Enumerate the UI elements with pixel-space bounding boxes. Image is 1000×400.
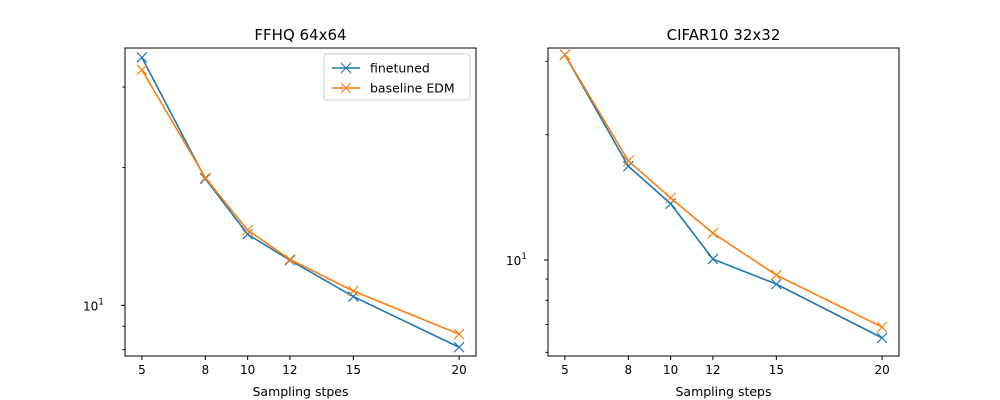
chart-title: FFHQ 64x64 xyxy=(254,26,346,44)
data-point-baseline-edm xyxy=(559,49,571,61)
x-tick-label: 20 xyxy=(874,363,889,377)
x-tick-label: 12 xyxy=(282,363,297,377)
data-point-baseline-edm xyxy=(770,269,782,281)
series-line-baseline-edm xyxy=(564,54,883,328)
legend-marker-baseline-edm xyxy=(340,82,352,94)
x-tick-label: 12 xyxy=(705,363,720,377)
data-point-finetuned xyxy=(622,160,634,172)
data-point-finetuned xyxy=(347,291,359,303)
y-tick-base: 10 xyxy=(83,299,98,313)
x-axis-label: Sampling stpes xyxy=(252,384,348,399)
legend-marker-finetuned xyxy=(340,62,352,74)
data-point-baseline-edm xyxy=(199,172,211,184)
data-point-finetuned xyxy=(770,278,782,290)
legend-label-baseline-edm: baseline EDM xyxy=(370,81,455,96)
x-tick-label: 5 xyxy=(561,363,569,377)
y-tick-exponent: 1 xyxy=(521,252,527,262)
plot-frame xyxy=(124,47,477,357)
data-point-finetuned xyxy=(136,52,148,63)
legend: finetuned baseline EDM xyxy=(323,53,471,101)
data-point-baseline-edm xyxy=(876,321,888,333)
data-point-baseline-edm xyxy=(136,64,148,76)
x-tick-label: 8 xyxy=(625,363,633,377)
y-tick-label: 101 xyxy=(506,252,527,268)
series-line-finetuned xyxy=(564,54,883,339)
data-point-baseline-edm xyxy=(665,192,677,204)
data-point-baseline-edm xyxy=(284,253,296,265)
plot-frame xyxy=(547,47,900,357)
x-tick-label: 10 xyxy=(240,363,255,377)
data-point-finetuned xyxy=(242,228,254,240)
y-tick-exponent: 1 xyxy=(98,297,104,307)
data-point-baseline-edm xyxy=(347,285,359,297)
data-point-baseline-edm xyxy=(453,328,465,340)
data-point-baseline-edm xyxy=(707,227,719,239)
y-tick-label: 101 xyxy=(83,297,104,313)
x-tick-label: 15 xyxy=(346,363,361,377)
x-tick-label: 8 xyxy=(202,363,210,377)
y-tick-base: 10 xyxy=(506,254,521,268)
data-point-finetuned xyxy=(876,332,888,344)
x-tick-label: 20 xyxy=(451,363,466,377)
legend-box xyxy=(323,53,471,101)
x-tick-label: 10 xyxy=(663,363,678,377)
x-tick-label: 15 xyxy=(769,363,784,377)
series-line-finetuned xyxy=(141,57,460,348)
data-point-baseline-edm xyxy=(242,224,254,236)
x-axis-label: Sampling steps xyxy=(675,384,771,399)
data-point-finetuned xyxy=(453,341,465,353)
data-point-finetuned xyxy=(707,253,719,265)
data-point-baseline-edm xyxy=(622,155,634,167)
legend-label-finetuned: finetuned xyxy=(370,61,430,76)
chart-title: CIFAR10 32x32 xyxy=(667,26,781,44)
series-line-baseline-edm xyxy=(141,69,460,335)
x-tick-label: 5 xyxy=(138,363,146,377)
